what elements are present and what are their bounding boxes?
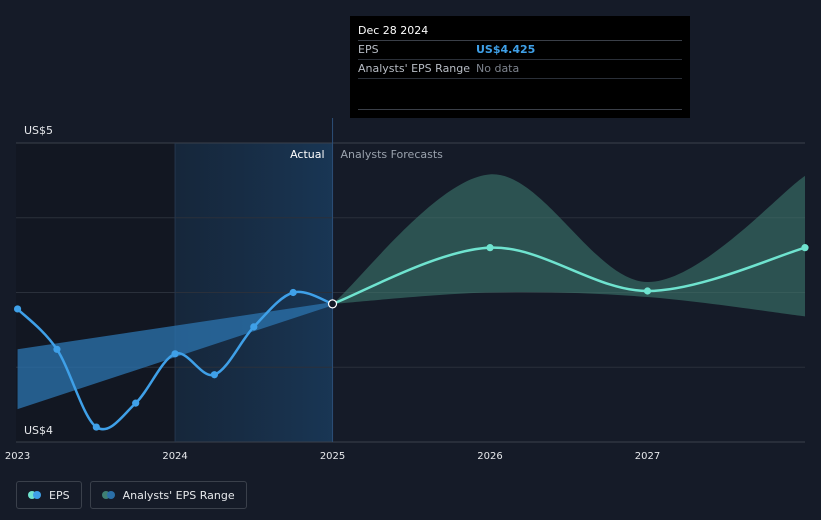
y-tick-label-bottom: US$4 xyxy=(24,424,53,437)
hover-tooltip: Dec 28 2024 EPS US$4.425 Analysts' EPS R… xyxy=(350,16,690,118)
eps-point xyxy=(13,305,22,313)
eps-point xyxy=(289,288,297,297)
forecast-region-label: Analysts Forecasts xyxy=(341,148,444,161)
y-tick-label-top: US$5 xyxy=(24,124,53,137)
actual-region-label: Actual xyxy=(290,148,324,161)
eps-point xyxy=(327,299,338,309)
eps-swatch-icon xyxy=(28,491,42,499)
legend-eps-range-label: Analysts' EPS Range xyxy=(122,488,235,502)
x-tick-label: 2025 xyxy=(320,451,345,462)
x-tick-label: 2027 xyxy=(635,451,660,462)
tooltip-divider xyxy=(358,109,682,110)
eps-point xyxy=(171,350,179,358)
legend-item-eps[interactable]: EPS xyxy=(16,481,82,509)
x-tick-label: 2026 xyxy=(477,451,502,462)
eps-forecast-point xyxy=(801,244,809,252)
tooltip-row-eps: EPS US$4.425 xyxy=(358,41,682,60)
tooltip-range-label: Analysts' EPS Range xyxy=(358,62,471,75)
x-tick-label: 2024 xyxy=(162,451,187,462)
tooltip-range-value: No data xyxy=(476,62,520,75)
eps-point xyxy=(210,371,219,379)
eps-range-swatch-icon xyxy=(101,491,116,499)
x-tick-label: 2023 xyxy=(5,451,30,462)
eps-point xyxy=(132,399,140,407)
eps-forecast-point xyxy=(643,287,652,295)
analysts-eps-range-band xyxy=(332,174,805,317)
legend-item-eps-range[interactable]: Analysts' EPS Range xyxy=(89,481,247,509)
legend-eps-label: EPS xyxy=(49,488,70,502)
tooltip-date: Dec 28 2024 xyxy=(358,22,682,41)
eps-point xyxy=(250,323,258,331)
eps-point xyxy=(92,423,100,431)
eps-point xyxy=(53,345,61,353)
tooltip-row-range: Analysts' EPS Range No data xyxy=(358,60,682,79)
chart-legend: EPS Analysts' EPS Range xyxy=(16,481,247,509)
tooltip-eps-value: US$4.425 xyxy=(476,43,536,56)
eps-forecast-point xyxy=(486,244,494,252)
tooltip-eps-label: EPS xyxy=(358,43,379,56)
eps-forecast-line xyxy=(331,246,807,306)
